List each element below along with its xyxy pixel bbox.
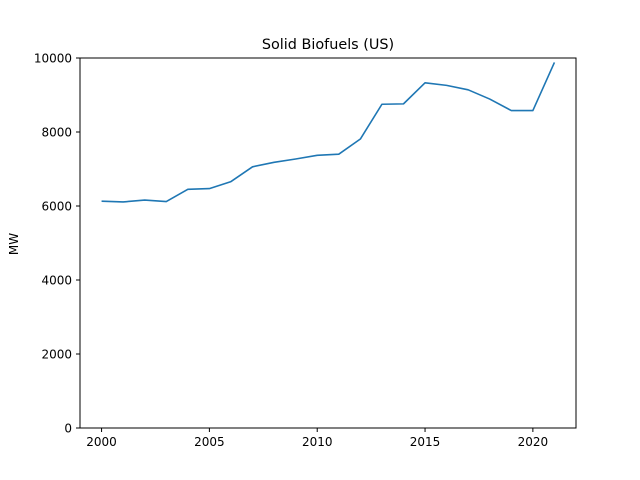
plot-frame: [79, 57, 577, 429]
y-axis-ticks: 0 2000 4000 6000 8000 10000: [34, 52, 80, 436]
x-tick-label: 2020: [518, 435, 549, 449]
y-axis-label: MW: [7, 233, 21, 255]
y-tick-label: 4000: [41, 274, 72, 288]
y-tick-label: 0: [64, 422, 72, 436]
x-tick-label: 2005: [194, 435, 225, 449]
x-tick-label: 2015: [410, 435, 441, 449]
series-group: [101, 62, 556, 203]
x-tick-label: 2000: [86, 435, 117, 449]
series-line: [101, 62, 556, 203]
y-tick-label: 2000: [41, 348, 72, 362]
y-tick-label: 6000: [41, 200, 72, 214]
x-axis-ticks: 2000 2005 2010 2015 2020: [86, 428, 548, 449]
y-tick-label: 8000: [41, 126, 72, 140]
y-tick-label: 10000: [34, 52, 72, 66]
x-tick-label: 2010: [302, 435, 333, 449]
chart-title: Solid Biofuels (US): [262, 37, 394, 53]
